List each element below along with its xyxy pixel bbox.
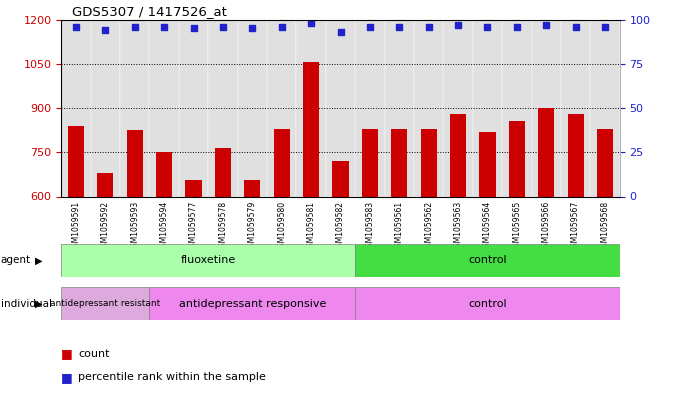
Bar: [479, 132, 496, 196]
Bar: [502, 20, 532, 196]
Text: GSM1059568: GSM1059568: [601, 200, 609, 252]
Bar: [443, 20, 473, 196]
Text: GSM1059565: GSM1059565: [512, 200, 522, 252]
Text: antidepressant responsive: antidepressant responsive: [178, 299, 326, 309]
Bar: [179, 20, 208, 196]
Bar: [91, 20, 120, 196]
Bar: [303, 61, 319, 196]
Bar: [509, 121, 525, 196]
Point: [335, 29, 346, 35]
Text: GSM1059567: GSM1059567: [571, 200, 580, 252]
Point: [423, 24, 434, 30]
Text: GSM1059591: GSM1059591: [72, 200, 80, 252]
Text: GSM1059564: GSM1059564: [483, 200, 492, 252]
Bar: [385, 20, 414, 196]
Text: GSM1059561: GSM1059561: [395, 200, 404, 252]
Bar: [68, 126, 84, 196]
Text: individual: individual: [1, 299, 52, 309]
Text: GSM1059582: GSM1059582: [336, 200, 345, 252]
Bar: [538, 108, 554, 196]
Bar: [590, 20, 620, 196]
Bar: [61, 20, 91, 196]
Text: fluoxetine: fluoxetine: [180, 255, 236, 265]
Text: ▶: ▶: [35, 299, 43, 309]
Point: [394, 24, 405, 30]
Text: GSM1059566: GSM1059566: [541, 200, 551, 252]
Bar: [355, 244, 620, 277]
Bar: [120, 20, 149, 196]
Point: [71, 24, 82, 30]
Point: [599, 24, 610, 30]
Text: GSM1059563: GSM1059563: [454, 200, 462, 252]
Text: GSM1059562: GSM1059562: [424, 200, 433, 252]
Text: GSM1059592: GSM1059592: [101, 200, 110, 252]
Text: GSM1059594: GSM1059594: [159, 200, 169, 252]
Text: control: control: [468, 299, 507, 309]
Text: percentile rank within the sample: percentile rank within the sample: [78, 372, 266, 382]
Bar: [215, 148, 231, 196]
Text: GSM1059593: GSM1059593: [130, 200, 140, 252]
Text: GSM1059583: GSM1059583: [366, 200, 375, 252]
Point: [276, 24, 287, 30]
Point: [159, 24, 170, 30]
Point: [306, 20, 317, 26]
Point: [541, 22, 552, 28]
Text: GSM1059579: GSM1059579: [248, 200, 257, 252]
Text: antidepressant resistant: antidepressant resistant: [50, 299, 161, 308]
Bar: [244, 180, 260, 196]
Point: [364, 24, 375, 30]
Bar: [274, 129, 290, 196]
Text: count: count: [78, 349, 110, 359]
Bar: [208, 20, 238, 196]
Bar: [532, 20, 561, 196]
Bar: [567, 114, 584, 196]
Bar: [97, 173, 114, 196]
Text: ▶: ▶: [35, 255, 43, 265]
Bar: [414, 20, 443, 196]
Text: control: control: [468, 255, 507, 265]
Point: [511, 24, 522, 30]
Bar: [597, 129, 613, 196]
Bar: [61, 287, 149, 320]
Point: [570, 24, 581, 30]
Bar: [473, 20, 502, 196]
Bar: [450, 114, 466, 196]
Bar: [362, 129, 378, 196]
Bar: [355, 287, 620, 320]
Point: [188, 25, 199, 31]
Bar: [326, 20, 355, 196]
Bar: [561, 20, 590, 196]
Bar: [156, 152, 172, 196]
Point: [482, 24, 493, 30]
Text: ■: ■: [61, 371, 73, 384]
Bar: [267, 20, 296, 196]
Bar: [185, 180, 202, 196]
Bar: [296, 20, 326, 196]
Bar: [421, 129, 437, 196]
Text: GSM1059580: GSM1059580: [277, 200, 286, 252]
Text: agent: agent: [1, 255, 31, 265]
Point: [129, 24, 140, 30]
Text: GSM1059581: GSM1059581: [306, 200, 315, 252]
Bar: [61, 244, 355, 277]
Point: [247, 25, 258, 31]
Point: [453, 22, 464, 28]
Text: ■: ■: [61, 347, 73, 360]
Bar: [149, 20, 179, 196]
Bar: [332, 161, 349, 196]
Bar: [238, 20, 267, 196]
Text: GSM1059577: GSM1059577: [189, 200, 198, 252]
Point: [217, 24, 228, 30]
Bar: [391, 129, 407, 196]
Bar: [127, 130, 143, 196]
Text: GSM1059578: GSM1059578: [219, 200, 227, 252]
Bar: [355, 20, 385, 196]
Point: [100, 27, 111, 33]
Bar: [149, 287, 355, 320]
Text: GDS5307 / 1417526_at: GDS5307 / 1417526_at: [72, 6, 227, 18]
